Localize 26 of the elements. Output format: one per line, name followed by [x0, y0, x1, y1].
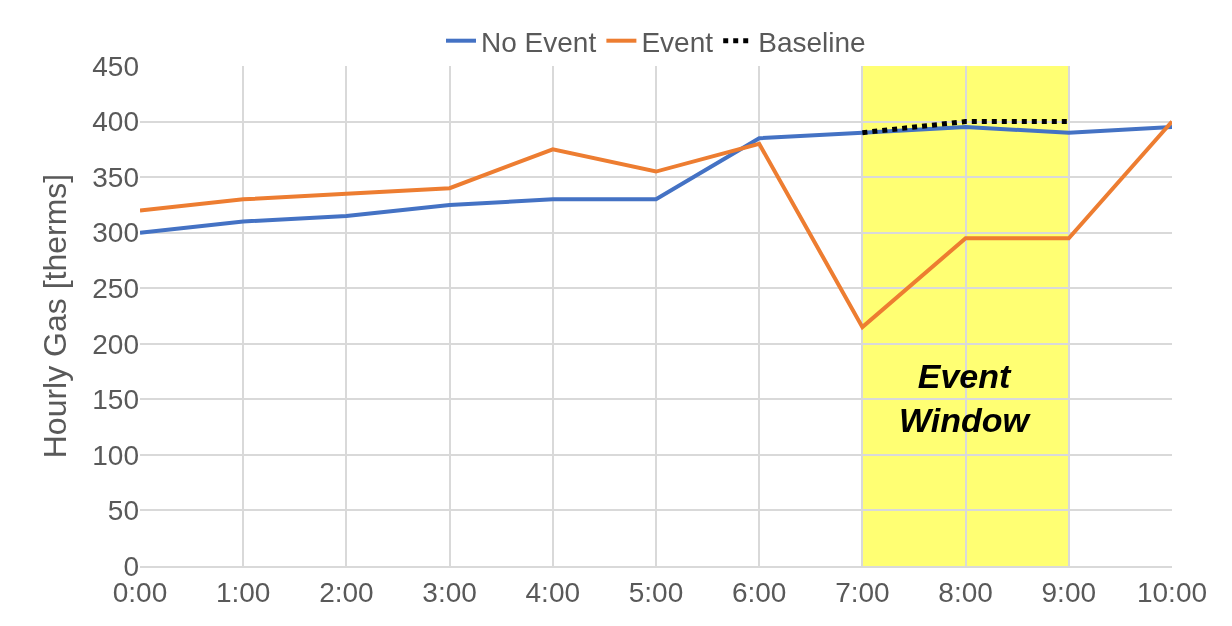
y-tick-label: 300 [92, 217, 139, 249]
x-tick-label: 1:00 [215, 576, 271, 608]
y-tick-label: 350 [92, 161, 139, 193]
y-axis-title: Hourly Gas [therms] [37, 173, 73, 459]
x-tick-label: 4:00 [525, 576, 581, 608]
x-tick-label: 7:00 [835, 576, 890, 608]
line-series [140, 125, 1172, 235]
line-series [140, 119, 1172, 330]
band-label: Event Window [899, 357, 1032, 440]
y-tick-label: 200 [92, 328, 139, 360]
y-tick-label: 250 [92, 273, 139, 305]
legend-label: Event [641, 26, 714, 58]
x-tick-label: 6:00 [731, 576, 787, 608]
legend-label: No Event [481, 26, 597, 58]
x-tick-label: 10:00 [1136, 576, 1208, 608]
x-tick-label: 5:00 [628, 576, 684, 608]
legend-label: Baseline [758, 26, 866, 58]
y-tick-label: 400 [92, 106, 139, 138]
y-tick-label: 100 [92, 439, 139, 471]
x-tick-label: 9:00 [1041, 576, 1097, 608]
y-tick-label: 50 [107, 495, 139, 527]
x-tick-label: 3:00 [422, 576, 477, 608]
x-tick-label: 8:00 [938, 576, 993, 608]
x-tick-label: 2:00 [319, 576, 374, 608]
y-tick-label: 150 [92, 384, 139, 416]
y-tick-label: 450 [92, 50, 139, 82]
